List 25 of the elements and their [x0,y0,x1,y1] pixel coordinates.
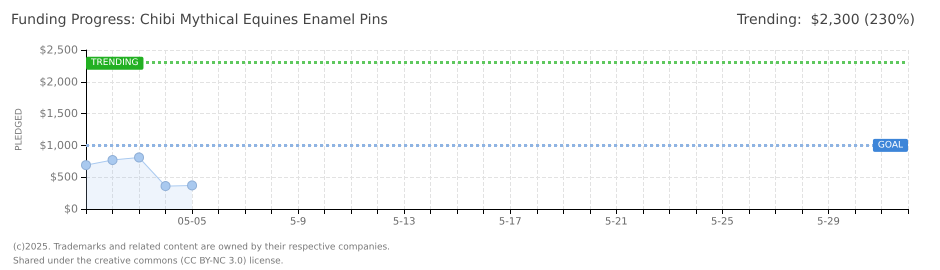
y-tick-label: $2,000 [40,75,78,88]
point [108,155,118,166]
ref-line-label: TRENDING [90,58,138,68]
y-tick-label: $1,500 [40,107,78,120]
x-tick-label: 5-17 [498,216,522,228]
y-tick-label: $0 [64,202,78,216]
point [187,180,198,190]
ref-line-label: GOAL [878,140,903,150]
chart-subtitle: Trending: $2,300 (230%) [736,12,915,28]
x-tick-label: 5-21 [604,216,628,228]
x-tick-label: 5-25 [711,216,734,228]
point [81,160,91,170]
text: (c)2025. Trademarks and related content are owned by their respective companies. [13,242,390,252]
x-tick-label: 5-9 [290,216,306,228]
x-tick-label: 5-29 [817,216,840,228]
point [134,152,144,162]
point [160,181,171,192]
y-tick-label: $1,000 [40,138,78,152]
x-tick-label: 05-05 [178,216,207,228]
chart-title: Funding Progress: Chibi Mythical Equines Enamel Pins [11,12,388,28]
text: Shared under the creative commons (CC BY-NC 3.0) license. [13,256,284,266]
x-tick-label: 5-13 [392,216,416,228]
y-axis-title: PLEDGED [14,108,24,151]
y-tick-label: $500 [50,170,78,184]
y-tick-label: $2,500 [40,44,78,56]
